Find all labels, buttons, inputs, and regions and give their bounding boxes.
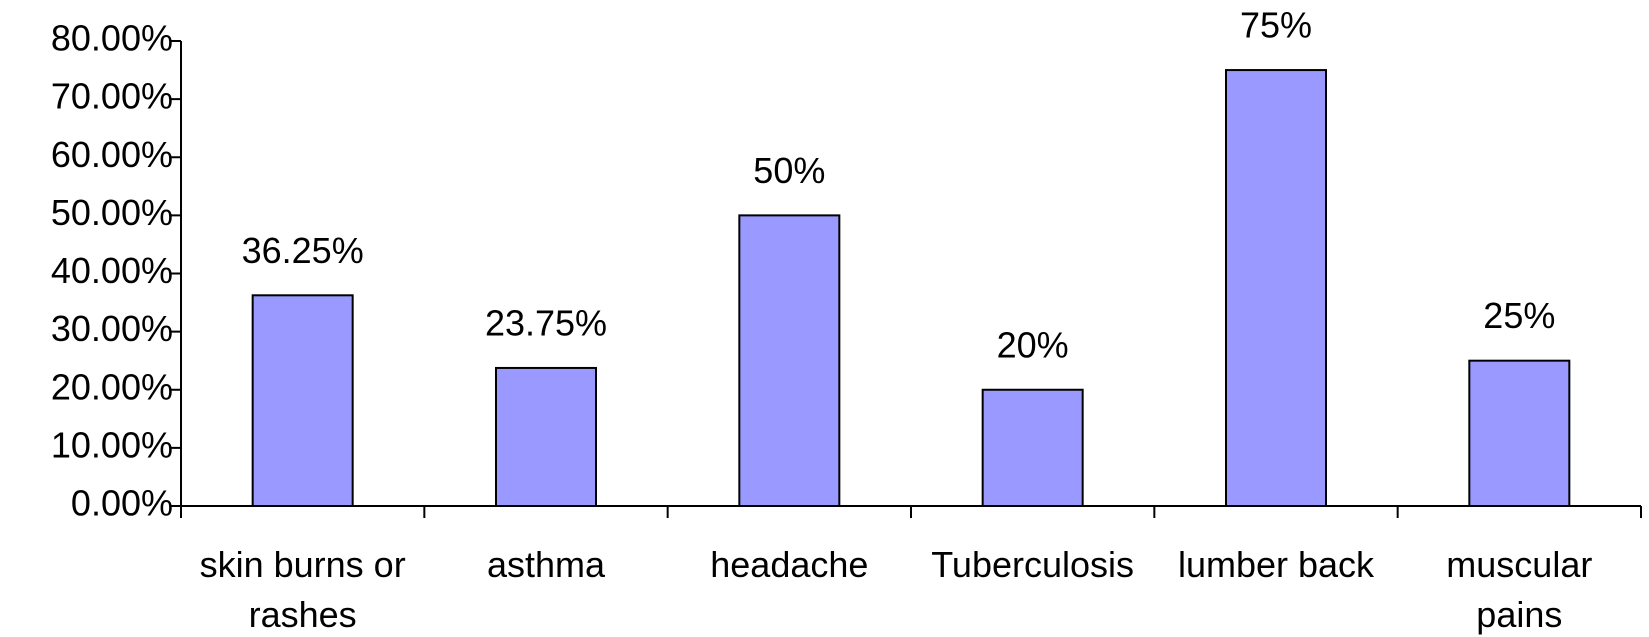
data-label: 23.75% [485,302,607,343]
x-tick-label: lumber back [1177,544,1375,585]
data-label: 75% [1240,5,1312,46]
x-tick-label: headache [710,544,869,585]
data-label: 50% [753,150,825,191]
x-tick-label: skin burns or rashes [199,544,406,635]
y-tick-label: 10.00% [51,424,173,465]
y-tick-label: 70.00% [51,76,173,117]
y-tick-label: 0.00% [71,483,173,524]
data-label: 25% [1483,295,1555,336]
y-tick-label: 40.00% [51,250,173,291]
y-tick-label: 30.00% [51,308,173,349]
data-label: 20% [997,324,1069,365]
bar [1225,69,1327,507]
x-tick-label: Tuberculosis [931,544,1135,585]
data-label: 36.25% [242,230,364,271]
bar [981,388,1084,507]
bar [1468,359,1571,507]
bar [738,214,841,507]
y-tick-label: 60.00% [51,134,173,175]
x-tick-label: muscular pains [1446,544,1593,635]
y-tick-label: 20.00% [51,366,173,407]
y-tick-label: 80.00% [51,18,173,59]
bar [495,366,597,507]
x-tick-label: asthma [486,544,606,585]
bar [251,294,354,507]
y-tick-label: 50.00% [51,192,173,233]
